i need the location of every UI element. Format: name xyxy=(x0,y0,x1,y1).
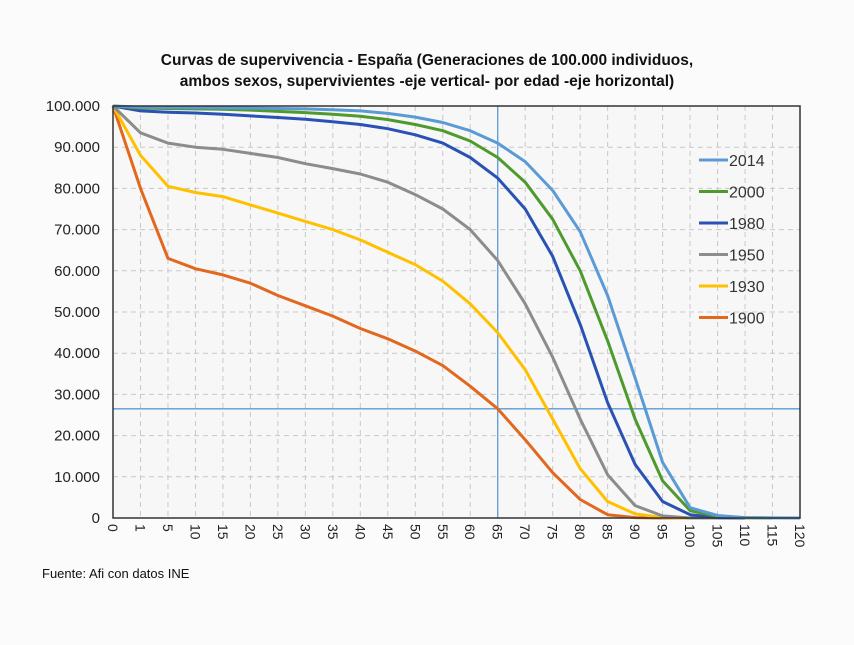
series-line-1980 xyxy=(112,104,746,520)
y-tick-label: 100.000 xyxy=(46,98,100,115)
y-tick-label: 0 xyxy=(92,510,100,527)
plot-border xyxy=(112,105,801,519)
x-tick-label: 95 xyxy=(655,524,671,540)
x-tick-label: 0 xyxy=(105,524,121,532)
legend-label-1980: 1980 xyxy=(729,216,765,233)
x-tick-label: 105 xyxy=(710,524,726,548)
x-tick-label: 40 xyxy=(352,524,368,540)
x-tick-label: 35 xyxy=(325,524,341,540)
source-note: Fuente: Afi con datos INE xyxy=(42,566,190,581)
legend-label-1900: 1900 xyxy=(729,311,765,328)
y-tick-label: 40.000 xyxy=(54,345,100,362)
x-tick-label: 115 xyxy=(765,524,781,547)
x-tick-label: 60 xyxy=(462,524,478,540)
x-tick-label: 15 xyxy=(215,524,231,540)
x-tick-label: 5 xyxy=(160,524,176,532)
y-tick-label: 10.000 xyxy=(54,469,100,486)
x-axis: 0 1 5 10 15 20 25 30 35 40 45 50 55 60 65 70 75 80 85 90 95 1… xyxy=(105,524,808,548)
x-tick-label: 20 xyxy=(242,524,258,540)
y-tick-label: 50.000 xyxy=(54,304,100,321)
y-tick-label: 70.000 xyxy=(54,222,100,239)
x-tick-label: 70 xyxy=(517,524,533,540)
x-tick-label: 50 xyxy=(407,524,423,540)
chart-title: Curvas de supervivencia - España (Genera… xyxy=(161,52,693,69)
x-tick-label: 55 xyxy=(435,524,451,540)
series-lines xyxy=(111,104,801,520)
x-tick-label: 10 xyxy=(187,524,203,540)
y-tick-label: 90.000 xyxy=(54,139,100,156)
chart-title-line2: ambos sexos, supervivientes -eje vertica… xyxy=(180,73,674,90)
x-tick-label: 120 xyxy=(792,524,808,548)
x-tick-label: 45 xyxy=(380,524,396,540)
x-tick-label: 110 xyxy=(737,524,753,547)
series-line-2014 xyxy=(112,104,801,520)
legend-label-2000: 2000 xyxy=(729,185,765,202)
legend-label-2014: 2014 xyxy=(729,153,765,170)
y-tick-label: 80.000 xyxy=(54,180,100,197)
x-tick-label: 25 xyxy=(270,524,286,540)
x-tick-label: 1 xyxy=(132,524,148,532)
legend: 2014 2000 1980 1950 1930 1900 xyxy=(699,153,765,328)
reference-lines xyxy=(113,106,800,518)
y-tick-label: 20.000 xyxy=(54,428,100,445)
y-tick-label: 30.000 xyxy=(54,386,100,403)
x-tick-label: 90 xyxy=(627,524,643,540)
x-tick-label: 30 xyxy=(297,524,313,540)
gridlines xyxy=(113,106,800,518)
x-tick-label: 100 xyxy=(682,524,698,548)
x-tick-label: 80 xyxy=(572,524,588,540)
x-tick-label: 65 xyxy=(490,524,506,540)
legend-label-1950: 1950 xyxy=(729,248,765,265)
y-tick-label: 60.000 xyxy=(54,263,100,280)
series-line-1950 xyxy=(111,104,745,520)
x-tick-label: 85 xyxy=(600,524,616,540)
legend-label-1930: 1930 xyxy=(729,279,765,296)
x-tick-label: 75 xyxy=(545,524,561,540)
y-axis: 0 10.000 20.000 30.000 40.000 50.000 60.000 70.… xyxy=(46,98,100,527)
